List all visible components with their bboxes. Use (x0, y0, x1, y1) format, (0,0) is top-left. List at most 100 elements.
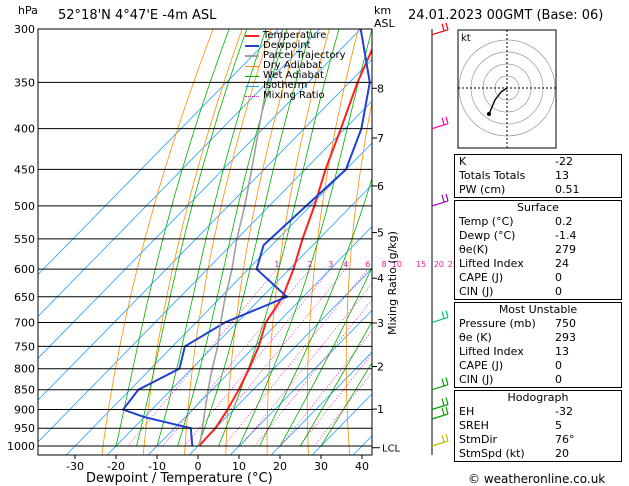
wind-barb (431, 310, 449, 324)
dry-adiabat-line (101, 29, 214, 455)
legend-label: Dry Adiabat (263, 60, 323, 71)
legend-label: Wet Adiabat (263, 70, 324, 81)
mixing-ratio-label: 20 (434, 260, 444, 269)
pressure-tick-label: 450 (14, 163, 35, 176)
k-index-row: K -22 (455, 155, 621, 169)
barb-flag (445, 22, 449, 30)
pw-value: 0.51 (555, 183, 580, 196)
km-tick-label: 7 (377, 132, 384, 145)
row-label: Lifted Index (459, 257, 524, 270)
mixing-ratio-line (240, 283, 372, 447)
x-tick-label: 40 (355, 460, 369, 473)
dewpoint-line (121, 29, 371, 447)
location-title: 52°18'N 4°47'E -4m ASL (58, 8, 217, 23)
pressure-tick-label: 850 (14, 384, 35, 397)
row-value: 293 (555, 331, 576, 344)
km-tick-label: 5 (377, 227, 384, 240)
stmdir-row: StmDir 76° (455, 433, 621, 447)
wind-barb (431, 377, 449, 391)
barb-flag (445, 310, 449, 318)
wind-barb (431, 397, 449, 411)
barb-flag (441, 378, 445, 386)
mixing-ratio-line (162, 268, 311, 447)
pressure-tick-label: 800 (14, 363, 35, 376)
surface-temp-row: Temp (°C) 0.2 (455, 215, 621, 229)
pressure-tick-label: 700 (14, 316, 35, 329)
row-label: Pressure (mb) (459, 317, 536, 330)
mixing-ratio-line (254, 299, 372, 447)
row-label: Temp (°C) (459, 215, 514, 228)
mu-cin-row: CIN (J) 0 (455, 373, 621, 387)
legend-parcel: Parcel Trajectory (245, 51, 346, 61)
isotherm-line (38, 29, 361, 359)
dry-adiabat-line (142, 29, 243, 455)
km-tick-label: 1 (377, 403, 384, 416)
barb-shaft (431, 413, 449, 420)
barb-flag (441, 407, 445, 416)
surface-title: Surface (517, 201, 559, 214)
barb-shaft (431, 29, 449, 36)
isotherm-line (147, 226, 372, 455)
k-index-value: -22 (555, 155, 573, 168)
km-tick-label: 2 (377, 361, 384, 374)
km-tick-label: 6 (377, 180, 384, 193)
barb-flag (441, 117, 445, 125)
legend-isotherm: Isotherm (245, 81, 346, 91)
lcl-label: LCL (382, 444, 401, 455)
row-label: StmSpd (kt) (459, 447, 525, 460)
row-value: -32 (555, 405, 573, 418)
barb-shaft (431, 200, 449, 207)
x-tick-label: 30 (314, 460, 328, 473)
totals-row: Totals Totals 13 (455, 169, 621, 183)
barb-flag (441, 23, 445, 31)
isotherm-line (188, 267, 372, 455)
indices-panel: K -22 Totals Totals 13 PW (cm) 0.51 Surface… (454, 154, 622, 464)
pw-row: PW (cm) 0.51 (455, 183, 621, 197)
wet-adiabat-line (115, 29, 230, 447)
barb-shaft (431, 384, 449, 391)
wet-adiabat-line (300, 320, 372, 447)
pressure-tick-label: 650 (14, 291, 35, 304)
wind-barb (431, 22, 449, 36)
row-label: CAPE (J) (459, 359, 504, 372)
barb-flag (445, 116, 449, 124)
barb-shaft (431, 403, 449, 411)
barb-flag (441, 434, 445, 443)
barb-flag (445, 193, 449, 202)
k-index-label: K (459, 155, 467, 168)
barb-shaft (431, 440, 449, 447)
x-tick-label: -10 (148, 460, 166, 473)
mixing-ratio-label: 10 (392, 260, 402, 269)
barb-flag (445, 433, 449, 442)
wind-barb (431, 116, 449, 130)
isotherm-line (106, 184, 372, 455)
mixing-ratio-label: 4 (343, 260, 348, 269)
legend-label: Mixing Ratio (263, 90, 325, 101)
pressure-tick-label: 600 (14, 263, 35, 276)
row-value: 750 (555, 317, 576, 330)
row-label: CAPE (J) (459, 271, 504, 284)
legend-dry-adiabat: Dry Adiabat (245, 61, 346, 71)
totals-value: 13 (555, 169, 569, 182)
row-label: SREH (459, 419, 489, 432)
surface-li-row: Lifted Index 24 (455, 257, 621, 271)
mixing-ratio-line (299, 352, 372, 447)
mu-cape-row: CAPE (J) 0 (455, 359, 621, 373)
dry-adiabat-line (306, 29, 359, 455)
surface-box: Surface Temp (°C) 0.2 Dewp (°C) -1.4 θe(K)… (454, 200, 622, 300)
dry-adiabat-line (225, 29, 301, 455)
stmspd-row: StmSpd (kt) 20 (455, 447, 621, 461)
mixing-ratio-line (127, 268, 278, 447)
row-label: θe(K) (459, 243, 489, 256)
surface-dewp-row: Dewp (°C) -1.4 (455, 229, 621, 243)
mu-li-row: Lifted Index 13 (455, 345, 621, 359)
legend-label: Parcel Trajectory (263, 50, 346, 61)
isotherm-line (38, 58, 372, 401)
x-tick-label: 0 (195, 460, 202, 473)
row-label: CIN (J) (459, 285, 494, 298)
row-label: CIN (J) (459, 373, 494, 386)
credit-text[interactable]: © weatheronline.co.uk (468, 472, 606, 486)
row-value: 0 (555, 373, 562, 386)
row-label: Lifted Index (459, 345, 524, 358)
row-value: 24 (555, 257, 569, 270)
